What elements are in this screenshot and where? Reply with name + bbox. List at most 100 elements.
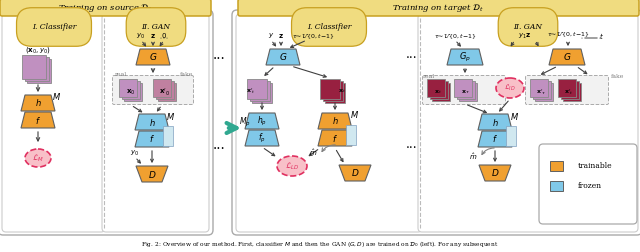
- Text: frozen: frozen: [578, 182, 602, 190]
- Text: Fig. 2: Overview of our method. First, classifier $M$ and then the GAN $(G,D)$ a: Fig. 2: Overview of our method. First, c…: [141, 239, 499, 249]
- Text: $\mathbf{x}_\tau$: $\mathbf{x}_\tau$: [461, 88, 469, 96]
- Text: $\mathbf{x}'_0$: $\mathbf{x}'_0$: [159, 86, 170, 98]
- Bar: [432, 83, 450, 101]
- Text: $f$: $f$: [149, 134, 155, 144]
- Text: trainable: trainable: [578, 162, 612, 170]
- Bar: [163, 126, 173, 146]
- FancyBboxPatch shape: [113, 76, 193, 105]
- Text: $h_p$: $h_p$: [257, 114, 267, 128]
- Polygon shape: [339, 165, 371, 181]
- Text: $\tau\!\sim\!\mathcal{U}\{0,t\!-\!1\}$: $\tau\!\sim\!\mathcal{U}\{0,t\!-\!1\}$: [433, 31, 476, 41]
- Text: $f$: $f$: [492, 134, 498, 144]
- Bar: [22, 55, 46, 79]
- Text: $(\mathbf{x}_0,y_0)$: $(\mathbf{x}_0,y_0)$: [25, 45, 51, 55]
- Polygon shape: [478, 131, 512, 147]
- Text: $G$: $G$: [148, 51, 157, 62]
- Text: $\mathbf{z}$: $\mathbf{z}$: [150, 32, 156, 40]
- Text: ...: ...: [406, 139, 418, 151]
- Text: ...: ...: [212, 138, 225, 152]
- Bar: [156, 81, 173, 99]
- Polygon shape: [21, 112, 55, 128]
- Bar: [24, 57, 49, 81]
- Text: $M$: $M$: [52, 91, 61, 103]
- Ellipse shape: [496, 78, 524, 98]
- Polygon shape: [318, 113, 352, 129]
- Bar: [122, 81, 140, 99]
- Polygon shape: [549, 49, 585, 65]
- Bar: [506, 126, 516, 146]
- Text: $h$: $h$: [492, 116, 499, 128]
- Bar: [558, 79, 576, 97]
- Polygon shape: [447, 49, 483, 65]
- Bar: [320, 79, 340, 99]
- Text: $\mathbf{x}'_t$: $\mathbf{x}'_t$: [564, 87, 573, 97]
- Polygon shape: [135, 131, 169, 147]
- Text: $h$: $h$: [148, 116, 156, 128]
- Text: $M$: $M$: [509, 110, 518, 121]
- Bar: [454, 79, 472, 97]
- Bar: [459, 83, 477, 101]
- Text: $G_p$: $G_p$: [459, 50, 471, 64]
- Bar: [456, 81, 474, 99]
- Text: $\mathbf{x}_t$: $\mathbf{x}_t$: [434, 88, 442, 96]
- Bar: [119, 79, 137, 97]
- Text: $\hat{m}$: $\hat{m}$: [309, 148, 317, 158]
- Bar: [532, 81, 550, 99]
- Text: $\mathbf{x}_t$: $\mathbf{x}_t$: [338, 87, 346, 95]
- Text: Training on target $\mathcal{D}_t$: Training on target $\mathcal{D}_t$: [392, 2, 484, 14]
- Bar: [550, 181, 563, 191]
- Text: fake: fake: [179, 73, 193, 78]
- Text: $0$: $0$: [161, 32, 167, 41]
- Ellipse shape: [277, 156, 307, 176]
- Bar: [561, 81, 579, 99]
- Text: $D$: $D$: [148, 169, 156, 179]
- Text: real: real: [115, 73, 127, 78]
- Bar: [325, 83, 345, 103]
- Bar: [247, 79, 267, 99]
- Text: II. GAN: II. GAN: [141, 23, 170, 31]
- Bar: [124, 83, 142, 101]
- Bar: [429, 81, 447, 99]
- Text: $h$: $h$: [35, 98, 42, 109]
- FancyBboxPatch shape: [2, 14, 105, 232]
- FancyBboxPatch shape: [422, 76, 506, 105]
- Bar: [563, 83, 581, 101]
- FancyBboxPatch shape: [236, 14, 422, 232]
- Text: I. Classifier: I. Classifier: [307, 23, 351, 31]
- FancyBboxPatch shape: [525, 76, 609, 105]
- Polygon shape: [479, 165, 511, 181]
- Bar: [427, 79, 445, 97]
- Text: $y$: $y$: [268, 32, 274, 41]
- Text: $f$: $f$: [332, 133, 338, 143]
- Text: $\tau\!\sim\!\mathcal{U}\{0,t\!-\!1\}$: $\tau\!\sim\!\mathcal{U}\{0,t\!-\!1\}$: [547, 29, 589, 39]
- Polygon shape: [245, 130, 279, 146]
- Text: $G$: $G$: [279, 51, 287, 62]
- Text: $M_p$: $M_p$: [239, 115, 251, 129]
- Text: Training on source $\mathcal{D}_0$: Training on source $\mathcal{D}_0$: [58, 2, 154, 14]
- Text: $\mathcal{L}_{LD}$: $\mathcal{L}_{LD}$: [285, 160, 299, 172]
- Polygon shape: [21, 95, 55, 111]
- FancyBboxPatch shape: [232, 10, 640, 235]
- Text: $G$: $G$: [563, 51, 572, 62]
- Ellipse shape: [25, 149, 51, 167]
- Bar: [252, 83, 272, 103]
- Text: $M$: $M$: [166, 110, 175, 121]
- Text: $\mathbf{z}$: $\mathbf{z}$: [278, 32, 284, 40]
- FancyBboxPatch shape: [102, 14, 209, 232]
- Text: real: real: [423, 74, 435, 79]
- FancyBboxPatch shape: [0, 10, 213, 235]
- Text: $\mathcal{L}_{ID}$: $\mathcal{L}_{ID}$: [504, 83, 516, 93]
- Text: fake: fake: [611, 74, 624, 79]
- Text: $y_1 \mathbf{z}$: $y_1 \mathbf{z}$: [518, 32, 532, 41]
- Text: $f_p$: $f_p$: [258, 132, 266, 145]
- Text: $D$: $D$: [351, 168, 359, 178]
- Text: $D$: $D$: [491, 168, 499, 178]
- Bar: [158, 83, 176, 101]
- FancyBboxPatch shape: [539, 144, 637, 224]
- FancyBboxPatch shape: [238, 0, 639, 16]
- Text: $\mathbf{x}_0$: $\mathbf{x}_0$: [126, 87, 136, 97]
- Bar: [535, 83, 553, 101]
- Text: $t$: $t$: [598, 31, 604, 41]
- Bar: [250, 81, 269, 101]
- Bar: [550, 161, 563, 171]
